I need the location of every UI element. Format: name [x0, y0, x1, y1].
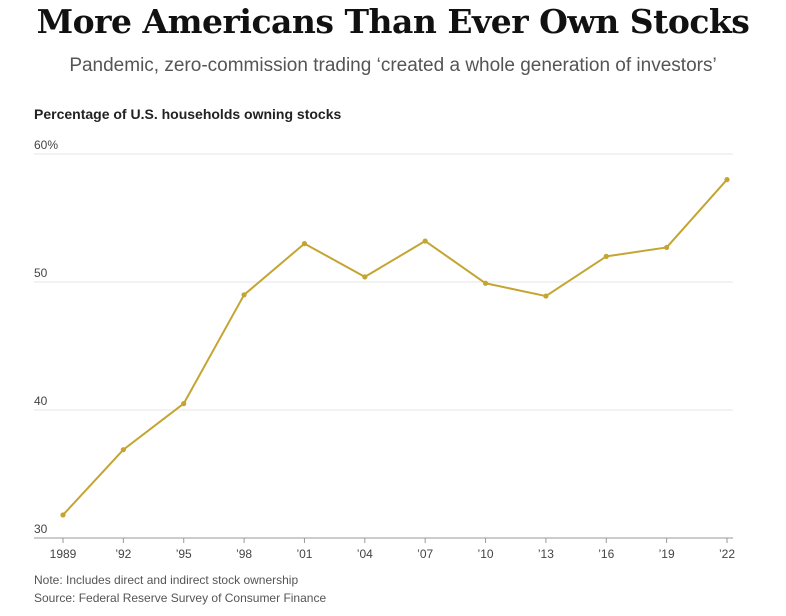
chart-subtitle: Pandemic, zero-commission trading ‘creat… — [69, 55, 717, 76]
x-tick-label: ’07 — [417, 547, 433, 561]
x-tick-label: ’04 — [357, 547, 373, 561]
series-layer — [60, 177, 730, 518]
data-point — [241, 292, 247, 298]
x-axis: 1989 ’92 ’95 ’98 ’01 ’04 ’07 ’10 ’13 ’16 ’19 ’22 — [50, 538, 735, 561]
x-tick-label: ’10 — [478, 547, 494, 561]
data-point — [120, 447, 126, 453]
data-point — [362, 274, 368, 280]
footnote: Note: Includes direct and indirect stock… — [34, 573, 299, 587]
x-tick-label: ’16 — [598, 547, 614, 561]
x-tick-label: ’19 — [659, 547, 675, 561]
data-point — [301, 241, 308, 247]
x-tick-label: ’13 — [538, 547, 554, 561]
chart-label: Percentage of U.S. households owning sto… — [34, 106, 342, 122]
x-tick-label: 1989 — [50, 547, 77, 561]
x-tick-label: ’98 — [236, 547, 252, 561]
data-point — [724, 177, 730, 183]
data-point — [482, 280, 489, 286]
x-tick-label: ’01 — [296, 547, 312, 561]
data-point — [60, 512, 66, 518]
line-chart: 60% 50 40 30 1989 ’92 ’95 ’98 ’01 ’04 ’07 ’10 ’13 ’1… — [34, 138, 735, 561]
data-point — [543, 293, 549, 299]
gridlines — [34, 153, 733, 539]
data-point — [422, 238, 428, 244]
y-tick-label: 40 — [34, 394, 48, 408]
data-point — [181, 401, 187, 407]
chart-title: More Americans Than Ever Own Stocks — [36, 2, 750, 41]
data-point — [664, 244, 670, 251]
x-tick-label: ’95 — [176, 547, 192, 561]
x-tick-label: ’22 — [719, 547, 735, 561]
y-tick-label: 30 — [34, 522, 48, 536]
data-point — [603, 253, 609, 259]
series-line — [62, 178, 728, 516]
source-note: Source: Federal Reserve Survey of Consum… — [34, 591, 327, 605]
x-tick-label: ’92 — [115, 547, 131, 561]
y-tick-label: 50 — [34, 266, 48, 280]
y-tick-label: 60% — [34, 138, 58, 152]
y-axis-tick-labels: 60% 50 40 30 — [34, 138, 58, 536]
